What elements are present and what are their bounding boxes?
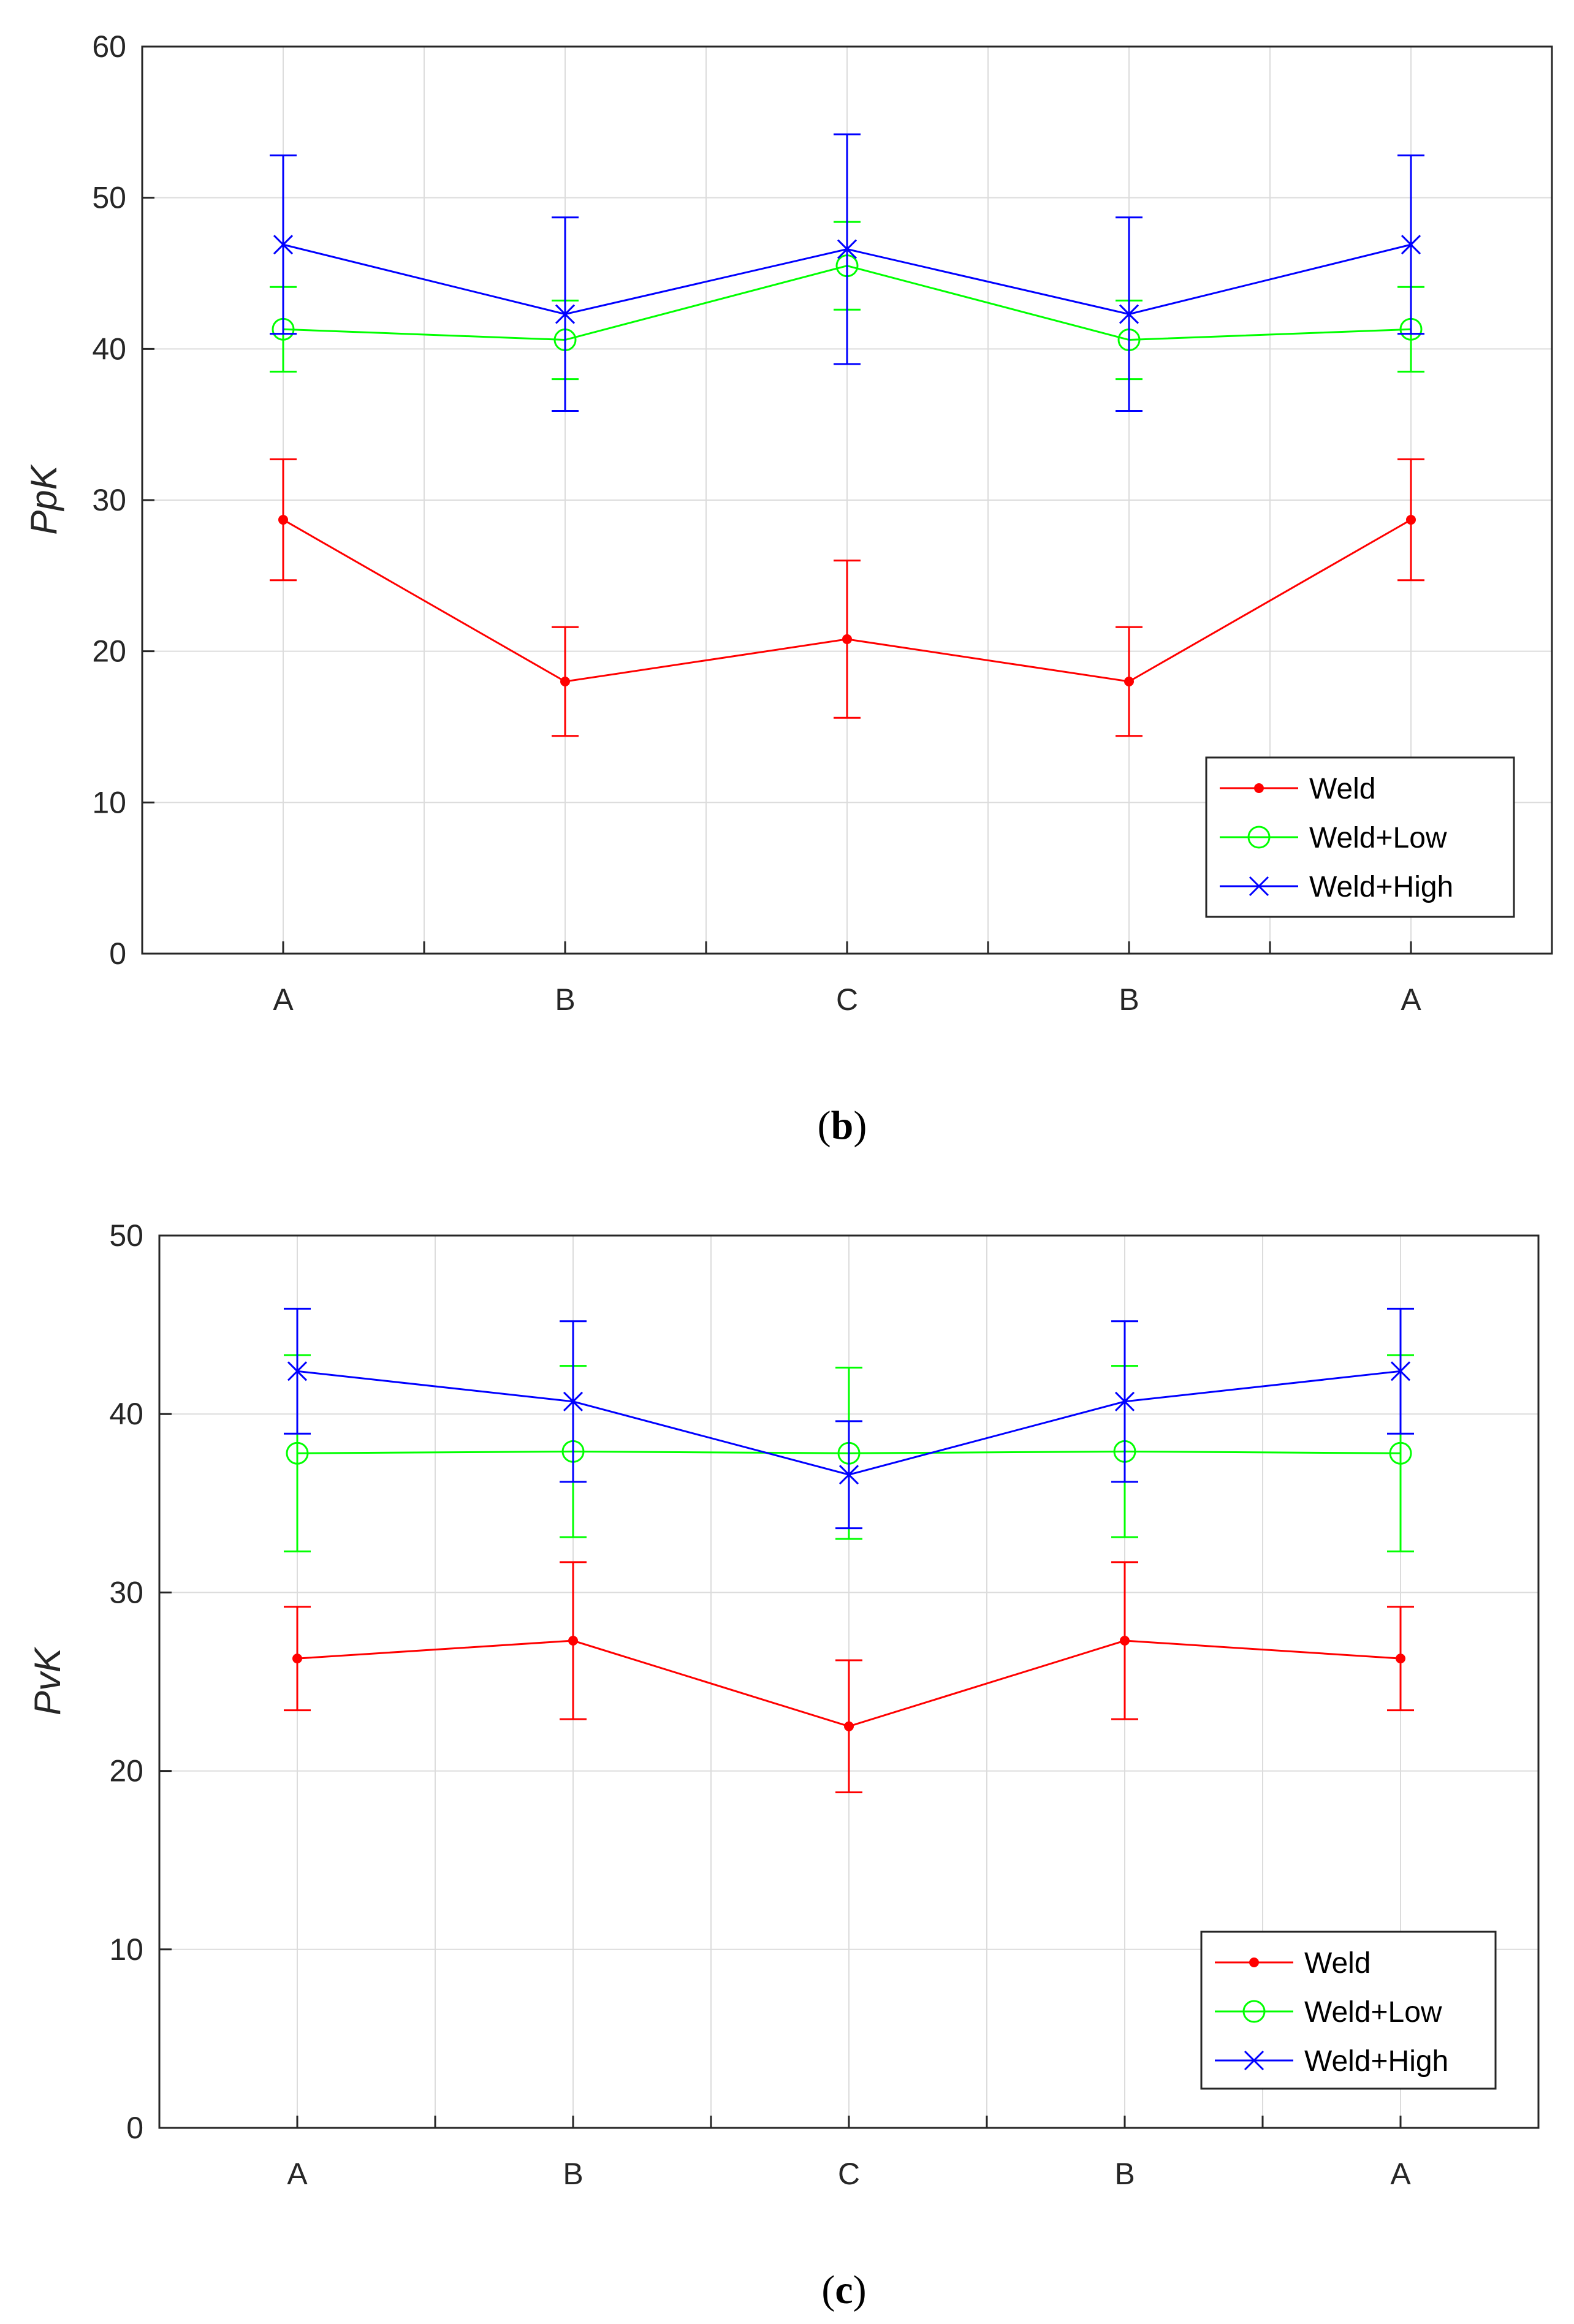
- data-point-dot: [842, 634, 852, 644]
- data-point-x-stroke: [837, 239, 857, 259]
- data-point-dot: [278, 515, 288, 525]
- panel-caption: (c): [821, 2268, 866, 2312]
- legend: Weld Weld+Low Weld+High: [1200, 1931, 1497, 2090]
- series-layer: [284, 1307, 1414, 1794]
- legend-box: [1200, 1931, 1497, 2090]
- y-tick-label: 50: [92, 181, 126, 215]
- data-point-dot: [1406, 515, 1416, 525]
- x-tick-label: A: [1401, 982, 1421, 1017]
- legend-item: Weld: [1220, 773, 1376, 805]
- legend-item: Weld+High: [1220, 871, 1453, 903]
- caption-close-paren: ): [853, 2268, 867, 2312]
- legend-label: Weld+High: [1304, 2045, 1448, 2078]
- x-tick-label: A: [1390, 2157, 1411, 2191]
- legend-label: Weld+High: [1309, 871, 1453, 903]
- series-layer: [270, 133, 1424, 737]
- y-axis-label: PvK: [27, 1646, 68, 1715]
- data-point-circle: [1247, 826, 1271, 849]
- x-tick-label: A: [273, 982, 294, 1017]
- y-tick-label: 10: [92, 785, 126, 819]
- data-point-x-stroke: [273, 235, 294, 255]
- caption-open-paren: (: [818, 1103, 831, 1148]
- series-weld-high: [284, 1307, 1414, 1530]
- data-point-dot: [1124, 677, 1134, 686]
- data-point-circle: [286, 1441, 309, 1465]
- data-point-dot: [1120, 1636, 1130, 1646]
- y-tick-label: 20: [92, 634, 126, 669]
- data-point-dot: [1249, 1958, 1259, 1967]
- x-tick-label: A: [287, 2157, 308, 2191]
- x-tick-label: B: [563, 2157, 583, 2191]
- data-point-x: [1390, 1361, 1411, 1381]
- y-tick-label: 10: [109, 1932, 143, 1967]
- data-point-x-stroke: [1114, 1391, 1135, 1411]
- data-point-x: [273, 235, 294, 255]
- tick-layer: 0 10 20 30 40 50 60 A B C B A: [92, 29, 1421, 1017]
- y-tick-label: 40: [92, 332, 126, 366]
- series-weld: [270, 458, 1424, 737]
- data-point-x-stroke: [1244, 2050, 1264, 2071]
- data-point-dot: [292, 1654, 302, 1664]
- y-tick-label: 0: [109, 936, 126, 971]
- data-point-x-stroke: [838, 1465, 859, 1485]
- data-point-dot: [844, 1721, 854, 1731]
- x-tick-label: B: [1114, 2157, 1135, 2191]
- data-point-x: [1401, 235, 1421, 255]
- data-point-x: [1244, 2050, 1264, 2071]
- series-weld: [284, 1561, 1414, 1794]
- legend-label: Weld+Low: [1304, 1996, 1442, 2029]
- data-point-x: [555, 304, 576, 324]
- y-tick-label: 40: [109, 1397, 143, 1431]
- data-point-x-stroke: [555, 304, 576, 324]
- series-weld-high: [270, 133, 1424, 412]
- legend-label: Weld: [1309, 773, 1376, 805]
- data-point-x-stroke: [1390, 1361, 1411, 1381]
- chart-panel-b: 0 10 20 30 40 50 60 A B C B A PpK Weld Weld+Low Weld+…: [23, 29, 1553, 1148]
- data-point-x-stroke: [287, 1361, 308, 1381]
- legend-item: Weld+Low: [1220, 822, 1447, 854]
- data-point-dot: [1396, 1654, 1405, 1664]
- data-point-x-stroke: [1249, 876, 1269, 897]
- y-axis-label: PpK: [23, 463, 64, 534]
- data-point-x: [287, 1361, 308, 1381]
- caption-close-paren: ): [853, 1103, 867, 1148]
- legend-label: Weld: [1304, 1947, 1371, 1980]
- legend-label: Weld+Low: [1309, 822, 1447, 854]
- y-tick-label: 50: [109, 1218, 143, 1253]
- y-tick-label: 60: [92, 29, 126, 64]
- y-tick-label: 20: [109, 1754, 143, 1788]
- x-tick-label: B: [1119, 982, 1139, 1017]
- chart-panel-c: 0 10 20 30 40 50 A B C B A PvK Weld Weld+Low Weld+Hi…: [27, 1218, 1540, 2312]
- legend-item: Weld+Low: [1215, 1996, 1442, 2029]
- data-point-x: [563, 1391, 584, 1411]
- data-point-x-stroke: [563, 1391, 584, 1411]
- panel-caption: (b): [818, 1103, 867, 1148]
- caption-letter: b: [831, 1103, 854, 1148]
- data-point-x: [837, 239, 857, 259]
- legend-item: Weld+High: [1215, 2045, 1448, 2078]
- y-tick-label: 30: [92, 483, 126, 517]
- x-tick-label: C: [838, 2157, 860, 2191]
- data-point-dot: [560, 677, 570, 686]
- x-tick-label: C: [836, 982, 858, 1017]
- data-point-dot: [1254, 783, 1264, 793]
- x-tick-label: B: [555, 982, 575, 1017]
- legend: Weld Weld+Low Weld+High: [1205, 756, 1515, 918]
- legend-item: Weld: [1215, 1947, 1371, 1980]
- data-point-x-stroke: [1119, 304, 1139, 324]
- tick-layer: 0 10 20 30 40 50 A B C B A: [109, 1218, 1411, 2191]
- data-point-x: [838, 1465, 859, 1485]
- data-point-x-stroke: [1401, 235, 1421, 255]
- data-point-x: [1249, 876, 1269, 897]
- data-point-circle: [1242, 2000, 1266, 2023]
- caption-letter: c: [835, 2268, 853, 2312]
- y-tick-label: 30: [109, 1575, 143, 1609]
- data-point-circle: [1389, 1441, 1412, 1465]
- caption-open-paren: (: [821, 2268, 835, 2312]
- data-point-x: [1114, 1391, 1135, 1411]
- data-point-x: [1119, 304, 1139, 324]
- data-point-dot: [568, 1636, 578, 1646]
- y-tick-label: 0: [126, 2111, 143, 2145]
